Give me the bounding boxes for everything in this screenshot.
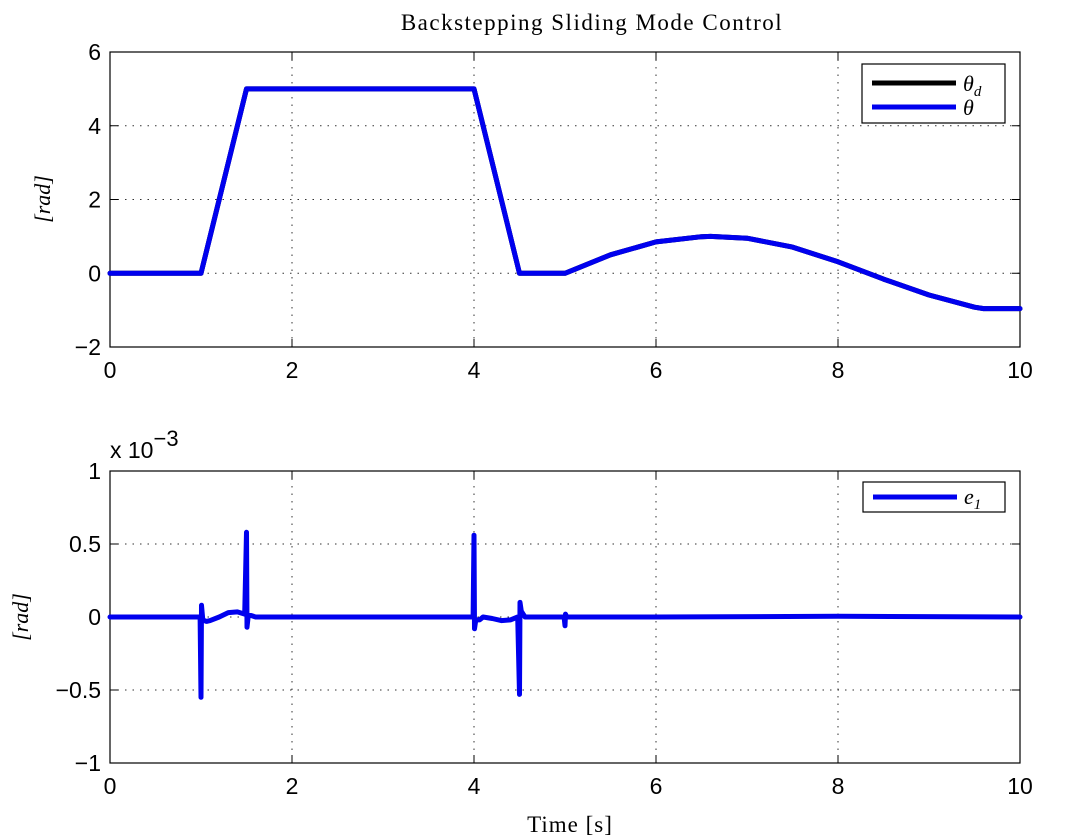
series-line-1-0 (107, 529, 1023, 700)
x-tick-label: 10 (1007, 357, 1033, 383)
y-tick-label: −2 (75, 334, 101, 360)
y-multiplier: x 10−3 (110, 426, 179, 463)
x-tick-label: 2 (286, 357, 299, 383)
bottom-x-ticks: 0 2 4 6 8 10 (104, 773, 1033, 799)
series-line-0-1 (107, 86, 1023, 312)
x-tick-label: 8 (832, 773, 845, 799)
bottom-chart: 0 2 4 6 8 10 −1 −0.5 0 0.5 1 x 10−3 [rad] Time [s… (8, 426, 1033, 837)
x-tick-label: 6 (650, 773, 663, 799)
legend-label-theta: θ (963, 95, 974, 120)
y-tick-label: −0.5 (56, 677, 101, 703)
y-tick-label: 2 (88, 187, 101, 213)
y-tick-label: −1 (75, 750, 101, 776)
y-tick-label: 6 (88, 39, 101, 65)
y-tick-label: 1 (88, 458, 101, 484)
x-tick-label: 4 (468, 357, 481, 383)
bottom-y-axis-label: [rad] (8, 593, 33, 641)
top-x-ticks: 0 2 4 6 8 10 (104, 357, 1033, 383)
top-chart: Backstepping Sliding Mode Control 0 2 4 6 8 1… (30, 10, 1033, 383)
y-multiplier-base: x 10 (110, 437, 153, 463)
y-tick-label: 4 (88, 113, 101, 139)
y-multiplier-exponent: −3 (153, 426, 178, 451)
top-y-ticks: −2 0 2 4 6 (75, 39, 101, 360)
x-tick-label: 8 (832, 357, 845, 383)
bottom-y-ticks: −1 −0.5 0 0.5 1 (56, 458, 101, 776)
x-tick-label: 0 (104, 357, 117, 383)
legend-label-theta-d: θd (963, 71, 982, 100)
bottom-x-axis-label: Time [s] (527, 812, 613, 837)
x-tick-label: 0 (104, 773, 117, 799)
bottom-legend: e1 (862, 481, 1006, 513)
y-tick-label: 0 (88, 260, 101, 286)
x-tick-label: 2 (286, 773, 299, 799)
y-tick-label: 0 (88, 604, 101, 630)
chart-title: Backstepping Sliding Mode Control (401, 10, 783, 35)
top-series-lines (107, 86, 1023, 312)
x-tick-label: 10 (1007, 773, 1033, 799)
bottom-series-lines (107, 529, 1023, 700)
top-y-axis-label: [rad] (30, 175, 55, 223)
x-tick-label: 4 (468, 773, 481, 799)
y-tick-label: 0.5 (69, 531, 101, 557)
top-legend: θd θ (861, 63, 1006, 124)
legend-label-e1: e1 (964, 484, 981, 513)
x-tick-label: 6 (650, 357, 663, 383)
